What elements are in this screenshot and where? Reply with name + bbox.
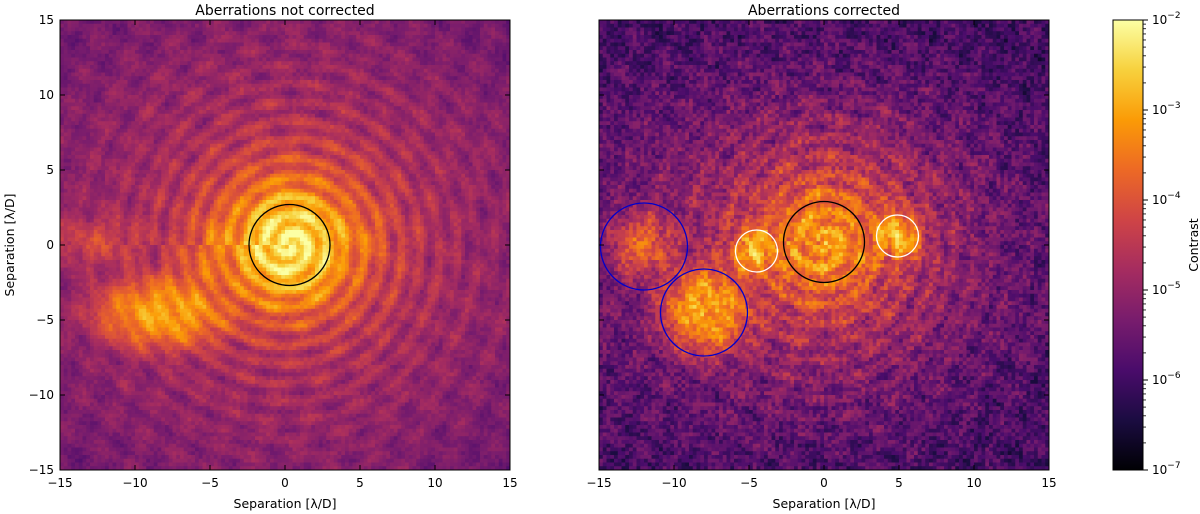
x-tick-label: −10 [122, 476, 147, 490]
heatmap-image [599, 20, 1049, 470]
circle-marker [599, 202, 689, 291]
x-tick-label: 0 [281, 476, 289, 490]
x-tick-label: −15 [586, 476, 611, 490]
x-tick-label: 5 [895, 476, 903, 490]
colorbar-tick-label: 10−7 [1152, 461, 1181, 477]
y-tick-label: −5 [36, 313, 54, 327]
y-axis-label: Separation [λ/D] [2, 194, 17, 297]
heatmap-image [60, 20, 510, 470]
y-tick-label: 15 [39, 13, 54, 27]
colorbar-label: Contrast [1186, 218, 1200, 272]
x-tick-label: 0 [820, 476, 828, 490]
y-tick-label: −15 [29, 463, 54, 477]
circle-markers [248, 203, 331, 287]
colorbar-tick-label: 10−6 [1152, 371, 1181, 387]
colorbar: 10−2 10−3 10−4 10−5 10−6 10−7 Contrast [1112, 11, 1200, 477]
x-axis-label: Separation [λ/D] [773, 496, 876, 511]
colorbar-tick-label: 10−3 [1152, 101, 1181, 117]
colorbar-tick-label: 10−2 [1152, 11, 1181, 27]
y-axis-ticks [599, 19, 1049, 471]
x-tick-label: 10 [966, 476, 981, 490]
x-axis-ticks: −15 −10 −5 0 5 10 15 [47, 20, 518, 490]
x-tick-label: −10 [661, 476, 686, 490]
x-tick-label: −5 [740, 476, 758, 490]
circle-markers [599, 200, 920, 357]
y-axis-ticks: −15 −10 −5 0 5 10 15 [29, 13, 510, 477]
panel-aberrations-not-corrected: Aberrations not corrected −15 −10 −5 0 5 10 15… [2, 3, 518, 511]
x-tick-label: 5 [356, 476, 364, 490]
colorbar-ticks: 10−2 10−3 10−4 10−5 10−6 10−7 [1143, 11, 1181, 477]
x-axis-label: Separation [λ/D] [234, 496, 337, 511]
y-tick-label: −10 [29, 388, 54, 402]
x-tick-label: −5 [201, 476, 219, 490]
y-tick-label: 0 [46, 238, 54, 252]
y-tick-label: 5 [46, 163, 54, 177]
x-tick-label: −15 [47, 476, 72, 490]
y-tick-label: 10 [39, 88, 54, 102]
x-tick-label: 15 [1041, 476, 1056, 490]
circle-marker [875, 214, 920, 258]
colorbar-tick-label: 10−5 [1152, 281, 1181, 297]
colorbar-gradient [1112, 19, 1144, 471]
circle-marker [248, 203, 331, 287]
panel-title: Aberrations corrected [748, 3, 900, 19]
circle-marker [782, 200, 866, 284]
x-axis-ticks: −15 −10 −5 0 5 10 15 [586, 20, 1057, 490]
circle-marker [734, 229, 779, 273]
circle-marker [659, 268, 749, 357]
colorbar-tick-label: 10−4 [1152, 191, 1181, 207]
panel-title: Aberrations not corrected [195, 3, 374, 19]
panel-aberrations-corrected: Aberrations corrected −15 −10 −5 0 5 10 15 Sep… [586, 3, 1056, 511]
x-tick-label: 15 [502, 476, 517, 490]
x-tick-label: 10 [427, 476, 442, 490]
